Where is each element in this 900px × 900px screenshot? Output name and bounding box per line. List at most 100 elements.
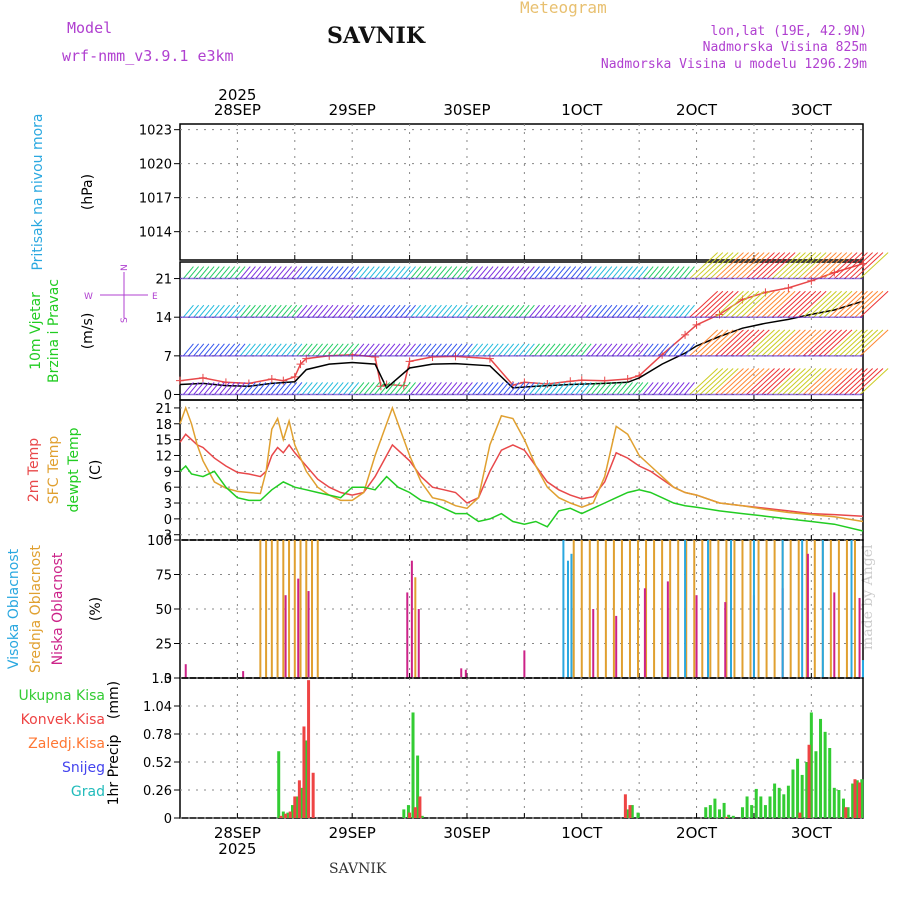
wind-barb bbox=[312, 343, 323, 357]
bar-srednja-oblacnost bbox=[685, 540, 688, 678]
wind-barb bbox=[725, 368, 755, 395]
wind-barb bbox=[539, 304, 551, 318]
bar-srednja-oblacnost bbox=[305, 540, 308, 678]
wind-barb bbox=[663, 266, 675, 279]
wind-barb bbox=[503, 382, 515, 395]
precip-legend-3: Snijeg bbox=[62, 760, 105, 776]
wind-barb bbox=[622, 304, 633, 318]
wind-barb bbox=[859, 368, 889, 395]
wind-barb bbox=[761, 252, 791, 279]
bar-ukupna-kisa bbox=[777, 787, 781, 818]
bar-niska-oblacnost bbox=[417, 609, 420, 678]
wind-barb bbox=[673, 382, 685, 395]
wind-barb bbox=[606, 266, 618, 279]
bar-ukupna-kisa bbox=[402, 809, 406, 818]
wind-barb bbox=[585, 382, 597, 395]
temp-2m-label: 2m Temp bbox=[26, 438, 42, 502]
wind-barb bbox=[616, 382, 628, 395]
panel-cloud: 0 25 50 75 100 bbox=[147, 534, 864, 687]
wind-barb bbox=[492, 382, 504, 395]
gust-marker bbox=[267, 375, 276, 384]
wind-barb bbox=[229, 266, 241, 279]
wind-barb bbox=[384, 382, 396, 395]
bar-srednja-oblacnost bbox=[282, 540, 285, 678]
wind-barb bbox=[565, 304, 577, 318]
elevation-label: Nadmorska Visina 825m bbox=[702, 40, 867, 55]
bar-ukupna-kisa bbox=[809, 712, 813, 818]
wind-barb bbox=[245, 343, 256, 357]
wind-barb bbox=[307, 304, 318, 318]
wind-barb bbox=[839, 329, 868, 357]
wind-barb bbox=[751, 290, 780, 318]
bar-srednja-oblacnost bbox=[853, 540, 856, 678]
bar-ukupna-kisa bbox=[295, 796, 299, 818]
wind-barb bbox=[611, 382, 623, 395]
wind-barb bbox=[529, 343, 540, 357]
wind-barb bbox=[560, 343, 571, 357]
gust-marker bbox=[296, 360, 305, 369]
wind-barb bbox=[301, 343, 313, 357]
wind-barb bbox=[740, 368, 770, 395]
y-tick-label: 7 bbox=[164, 350, 172, 365]
wind-barb bbox=[291, 382, 303, 395]
wind-barb bbox=[513, 304, 525, 318]
series-line-brzina bbox=[179, 300, 864, 390]
wind-barb bbox=[410, 304, 422, 318]
wind-barb bbox=[482, 343, 494, 357]
wind-barb bbox=[322, 343, 334, 357]
wind-barb bbox=[720, 368, 750, 395]
footer-station: SAVNIK bbox=[329, 861, 387, 877]
wind-barb bbox=[575, 382, 587, 395]
wind-barb bbox=[782, 368, 811, 395]
wind-barb bbox=[813, 368, 842, 395]
wind-barb bbox=[234, 266, 246, 279]
wind-barb bbox=[327, 382, 339, 395]
wind-barb bbox=[389, 266, 401, 279]
series-line-dewpt-temp bbox=[179, 464, 864, 532]
wind-barb bbox=[658, 343, 670, 357]
wind-barb bbox=[348, 266, 360, 279]
bar-konvek-kisa bbox=[798, 812, 802, 818]
bar-srednja-oblacnost bbox=[276, 540, 279, 678]
wind-barb bbox=[420, 343, 432, 357]
wind-barb bbox=[539, 343, 551, 357]
wind-barb bbox=[358, 382, 370, 395]
precip-legend-2: Zaledj.Kisa bbox=[28, 736, 105, 752]
wind-barb bbox=[704, 329, 734, 357]
wind-barb bbox=[725, 290, 755, 318]
wind-barb bbox=[859, 290, 889, 318]
gust-marker bbox=[577, 376, 586, 385]
wind-barb bbox=[704, 252, 734, 279]
bar-konvek-kisa bbox=[307, 680, 311, 818]
wind-barb bbox=[709, 368, 739, 395]
bar-srednja-oblacnost bbox=[604, 540, 607, 678]
wind-barb bbox=[730, 368, 760, 395]
wind-barb bbox=[301, 304, 313, 318]
wind-barb bbox=[668, 382, 680, 395]
wind-barb bbox=[797, 368, 827, 395]
wind-barb bbox=[792, 252, 822, 279]
bar-ukupna-kisa bbox=[814, 751, 818, 818]
wind-barb bbox=[523, 382, 535, 395]
wind-barb bbox=[777, 290, 806, 318]
wind-barb bbox=[224, 304, 236, 318]
wind-barb bbox=[332, 343, 344, 357]
wind-barb bbox=[286, 343, 298, 357]
wind-ylabel-line1: 10m Vjetar bbox=[28, 292, 44, 370]
wind-barb bbox=[245, 304, 256, 318]
wind-barb bbox=[596, 304, 608, 318]
wind-barb bbox=[611, 343, 623, 357]
wind-barb bbox=[456, 382, 468, 395]
bar-ukupna-kisa bbox=[290, 805, 294, 818]
wind-barb bbox=[549, 343, 561, 357]
cloud-mid-label: Srednja Oblacnost bbox=[28, 545, 44, 673]
wind-barb bbox=[658, 266, 670, 279]
wind-barb bbox=[627, 382, 639, 395]
bar-ukupna-kisa bbox=[750, 805, 754, 818]
bar-niska-oblacnost bbox=[242, 671, 245, 678]
wind-barb bbox=[720, 252, 750, 279]
wind-barb bbox=[441, 382, 453, 395]
wind-barb bbox=[255, 343, 267, 357]
wind-barb bbox=[270, 266, 282, 279]
wind-barb bbox=[415, 382, 427, 395]
